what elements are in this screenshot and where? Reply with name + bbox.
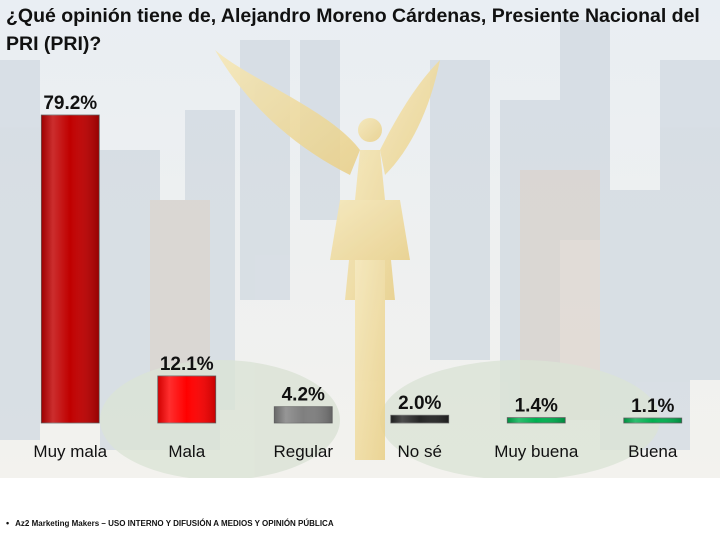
bar-muy-mala	[40, 114, 100, 424]
chart-title: ¿Qué opinión tiene de, Alejandro Moreno …	[6, 5, 700, 55]
data-label: 79.2%	[43, 93, 97, 114]
category-label: Regular	[273, 442, 333, 461]
category-label: Buena	[628, 442, 678, 461]
category-label: Mala	[168, 442, 205, 461]
data-label: 4.2%	[282, 385, 325, 406]
footer-text: Az2 Marketing Makers – USO INTERNO Y DIF…	[15, 518, 334, 528]
bar-buena	[623, 417, 683, 424]
footer: • Az2 Marketing Makers – USO INTERNO Y D…	[6, 516, 334, 530]
data-label: 1.4%	[515, 396, 558, 417]
category-label: Muy mala	[33, 442, 107, 461]
bar-no-s	[390, 414, 450, 424]
bar-muy-buena	[506, 417, 566, 424]
category-label: Muy buena	[494, 442, 579, 461]
bar-regular	[273, 406, 333, 424]
data-label: 12.1%	[160, 354, 214, 375]
data-label: 2.0%	[398, 393, 441, 414]
bar-chart: 79.2% 12.1% 4.2% 2.0% 1.4% 1.1% Muy mala Mala R…	[33, 93, 683, 461]
category-label: No sé	[398, 442, 442, 461]
data-label: 1.1%	[631, 396, 674, 417]
bullet-icon: •	[6, 518, 10, 528]
bar-mala	[157, 375, 217, 424]
